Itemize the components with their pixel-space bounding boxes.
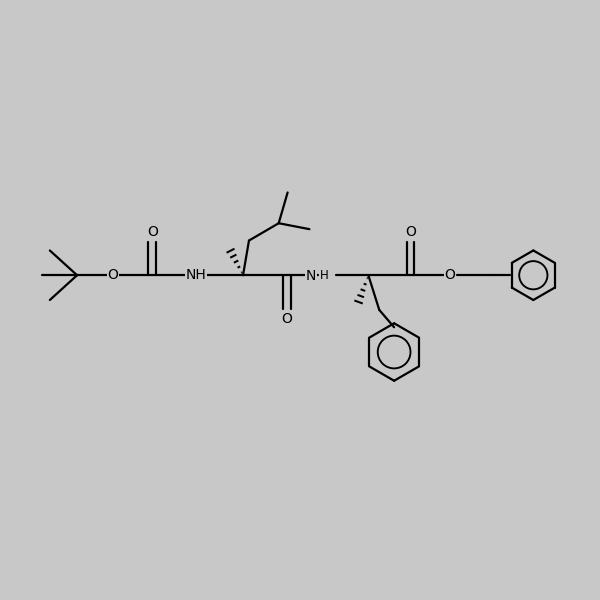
- Text: O: O: [405, 224, 416, 239]
- Text: H: H: [319, 269, 328, 282]
- Text: N: N: [306, 269, 316, 283]
- Text: O: O: [445, 268, 455, 282]
- Text: O: O: [281, 312, 292, 326]
- Text: NH: NH: [185, 268, 206, 282]
- Text: O: O: [107, 268, 118, 282]
- Text: O: O: [147, 224, 158, 239]
